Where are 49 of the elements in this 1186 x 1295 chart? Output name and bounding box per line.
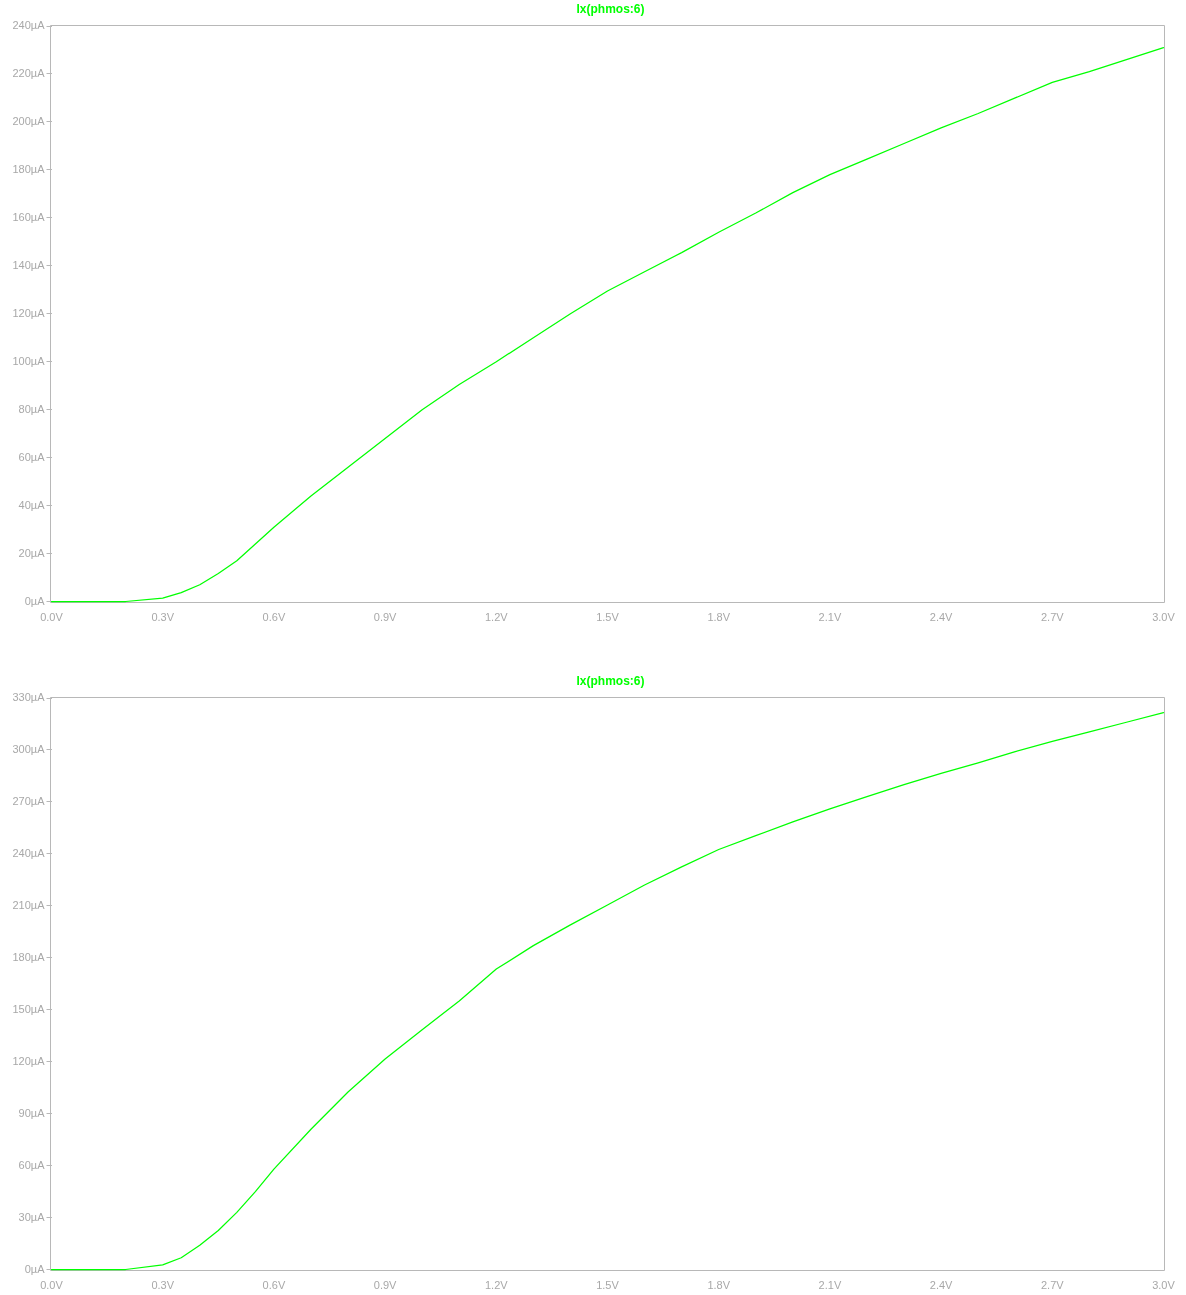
- y-tick-label: 90µA: [18, 1106, 46, 1119]
- y-tick-label: 40µA: [18, 498, 46, 511]
- y-tick-label: 0µA: [24, 1262, 46, 1275]
- y-tick-label: 180µA: [12, 162, 46, 175]
- y-tick-label: 60µA: [18, 1158, 46, 1171]
- x-tick-label: 1.8V: [707, 1279, 731, 1292]
- y-tick-label: 80µA: [18, 402, 46, 415]
- x-tick-label: 2.7V: [1040, 611, 1065, 624]
- y-tick-label: 240µA: [12, 846, 46, 859]
- y-tick-label: 60µA: [18, 450, 46, 463]
- y-tick-label: 30µA: [18, 1210, 46, 1223]
- y-tick-label: 240µA: [12, 19, 46, 32]
- x-tick-label: 1.5V: [596, 611, 620, 624]
- x-tick-label: 0.9V: [373, 611, 398, 624]
- x-tick-label: 1.8V: [707, 611, 731, 624]
- x-tick-label: 0.3V: [151, 611, 175, 624]
- text: Ix(phmos:6): [576, 674, 645, 689]
- y-tick-label: 220µA: [12, 66, 46, 79]
- y-tick-label: 210µA: [12, 898, 46, 911]
- y-tick-label: 300µA: [12, 742, 46, 755]
- x-tick-label: 1.2V: [484, 1279, 509, 1292]
- x-tick-label: 1.5V: [596, 1279, 620, 1292]
- y-tick-label: 0µA: [24, 594, 46, 607]
- y-tick-label: 160µA: [12, 210, 46, 223]
- x-tick-label: 2.4V: [929, 611, 954, 624]
- x-tick-label: 3.0V: [1152, 1279, 1176, 1292]
- y-tick-label: 200µA: [12, 114, 46, 127]
- y-tick-label: 140µA: [12, 258, 46, 271]
- x-tick-label: 2.1V: [818, 611, 842, 624]
- y-tick-label: 150µA: [12, 1002, 46, 1015]
- x-tick-label: 3.0V: [1152, 611, 1176, 624]
- y-tick-label: 270µA: [12, 794, 46, 807]
- x-tick-label: 2.4V: [929, 1279, 954, 1292]
- y-tick-label: 180µA: [12, 950, 46, 963]
- x-tick-label: 0.3V: [151, 1279, 175, 1292]
- x-tick-label: 2.1V: [818, 1279, 842, 1292]
- x-tick-label: 0.0V: [40, 611, 64, 624]
- x-tick-label: 0.9V: [373, 1279, 398, 1292]
- y-tick-label: 20µA: [18, 546, 46, 559]
- x-tick-label: 0.6V: [262, 1279, 286, 1292]
- x-tick-label: 1.2V: [484, 611, 509, 624]
- x-tick-label: 2.7V: [1040, 1279, 1065, 1292]
- x-tick-label: 0.6V: [262, 611, 286, 624]
- text: Ix(phmos:6): [576, 2, 645, 17]
- x-tick-label: 0.0V: [40, 1279, 64, 1292]
- y-tick-label: 120µA: [12, 306, 46, 319]
- y-tick-label: 120µA: [12, 1054, 46, 1067]
- y-tick-label: 100µA: [12, 354, 46, 367]
- y-tick-label: 330µA: [12, 691, 46, 704]
